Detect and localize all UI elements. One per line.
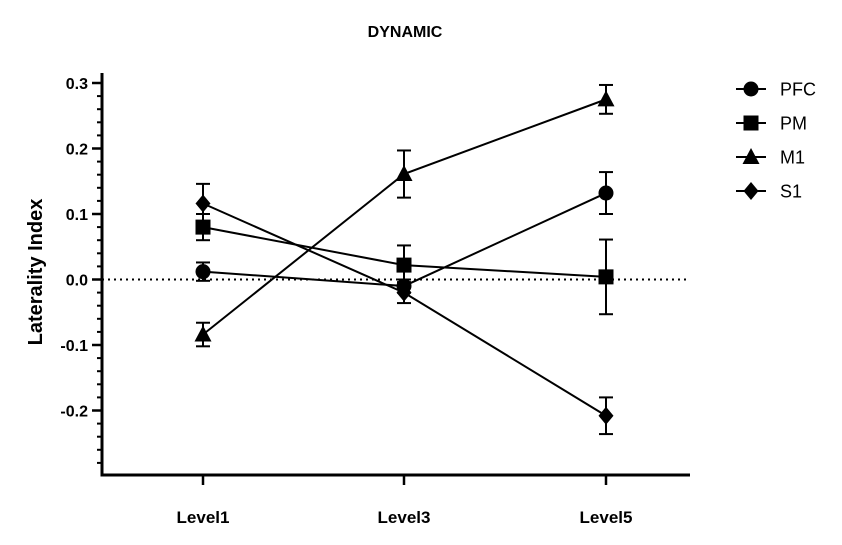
y-tick-label: 0.3 [66, 76, 88, 93]
y-tick-label: 0.2 [66, 142, 88, 159]
legend-item-pm: PM [736, 114, 807, 134]
series-m1 [194, 83, 615, 348]
x-tick-label: Level1 [177, 508, 230, 527]
data-point-pfc [598, 185, 614, 201]
data-point-m1 [194, 325, 212, 342]
y-tick-label: 0.0 [66, 273, 88, 290]
legend-item-pfc: PFC [736, 80, 816, 100]
data-point-s1 [195, 194, 211, 213]
legend-label-s1: S1 [780, 182, 802, 202]
legend-marker-pfc [743, 81, 759, 97]
data-point-pm [396, 257, 412, 273]
legend: PFC PM M1 S1 [736, 80, 816, 202]
chart-title: DYNAMIC [368, 24, 443, 41]
data-point-m1 [597, 90, 615, 107]
legend-label-pm: PM [780, 114, 807, 134]
series-layer [194, 83, 615, 436]
x-tick-label: Level3 [378, 508, 431, 527]
x-tick-label: Level5 [580, 508, 633, 527]
y-tick-label: -0.2 [60, 404, 88, 421]
legend-marker-pm [743, 115, 759, 131]
data-point-s1 [396, 283, 412, 302]
legend-item-m1: M1 [736, 148, 805, 168]
data-point-pm [598, 269, 614, 285]
legend-item-s1: S1 [736, 182, 802, 202]
y-ticks: 0.3 0.2 0.1 0.0 -0.1 -0.2 [60, 76, 102, 421]
y-tick-label: -0.1 [60, 338, 88, 355]
data-point-m1 [395, 165, 413, 182]
y-axis-label: Laterality Index [25, 199, 47, 346]
series-line-s1 [202, 202, 607, 417]
x-ticks: Level1 Level3 Level5 [177, 475, 633, 527]
legend-label-pfc: PFC [780, 80, 816, 100]
data-point-s1 [598, 406, 614, 425]
legend-marker-m1 [742, 148, 760, 164]
y-tick-label: 0.1 [66, 207, 88, 224]
legend-marker-s1 [743, 182, 759, 200]
data-point-pfc [195, 264, 211, 280]
series-s1 [195, 182, 614, 436]
legend-label-m1: M1 [780, 148, 805, 168]
